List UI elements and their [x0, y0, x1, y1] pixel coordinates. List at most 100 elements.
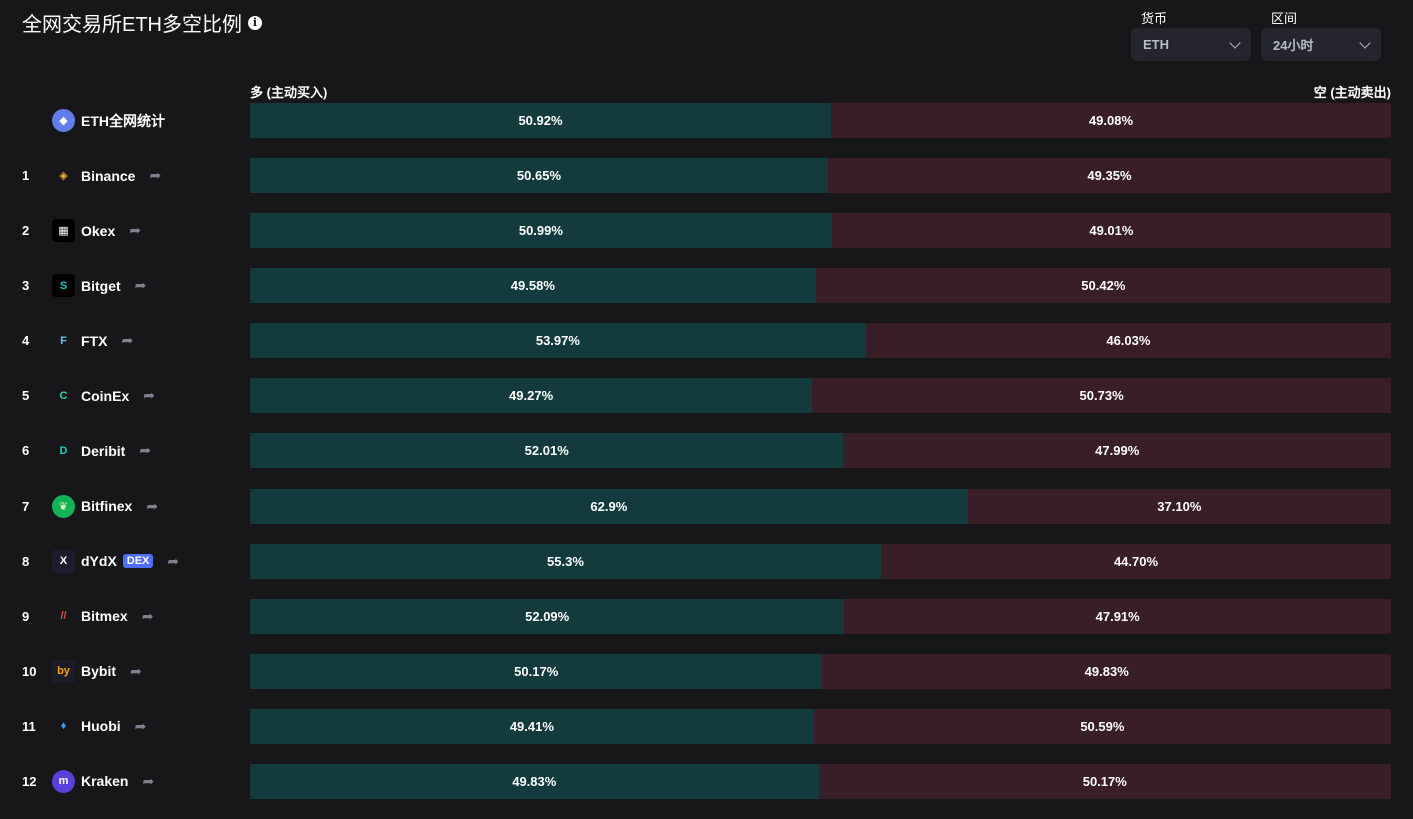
long-short-bar: 49.41% 50.59% [250, 708, 1391, 744]
exchange-name-group: Bybit ➦ [81, 654, 142, 689]
exchange-row[interactable]: 10 by Bybit ➦ 50.17% 49.83% [0, 653, 1413, 689]
short-percent: 50.42% [1081, 278, 1126, 294]
deribit-icon: D [59, 444, 68, 457]
exchange-name[interactable]: Kraken [81, 773, 129, 790]
rank-number: 8 [22, 553, 30, 569]
share-icon[interactable]: ➦ [129, 222, 141, 239]
rank-number: 11 [22, 718, 36, 734]
exchange-name[interactable]: FTX [81, 332, 108, 349]
exchange-name-group: Bitfinex ➦ [81, 489, 158, 524]
binance-icon: ◈ [59, 170, 68, 183]
short-segment: 46.03% [865, 323, 1391, 359]
long-short-bar: 52.09% 47.91% [250, 598, 1391, 634]
long-percent: 50.92% [518, 113, 563, 128]
exchange-name[interactable]: ETH全网统计 [81, 112, 165, 129]
bitget-icon: S [52, 274, 75, 298]
period-select-value: 24小时 [1273, 38, 1314, 53]
rank-number: 10 [22, 663, 37, 679]
share-icon[interactable]: ➦ [134, 277, 147, 294]
share-icon[interactable]: ➦ [130, 662, 142, 679]
exchange-name[interactable]: Bybit [81, 663, 116, 680]
long-short-bar: 52.01% 47.99% [250, 433, 1391, 469]
bybit-icon: by [52, 659, 75, 683]
exchange-name-group: Bitget ➦ [81, 268, 146, 303]
info-icon[interactable]: i [248, 15, 262, 30]
exchange-row[interactable]: 6 D Deribit ➦ 52.01% 47.99% [0, 433, 1413, 469]
share-icon[interactable]: ➦ [149, 167, 162, 184]
long-short-bar: 50.17% 49.83% [250, 653, 1391, 689]
exchange-name[interactable]: Okex [81, 222, 116, 239]
eth-icon: ◆ [52, 109, 75, 132]
long-percent: 49.41% [509, 718, 554, 734]
exchange-row[interactable]: 5 C CoinEx ➦ 49.27% 50.73% [0, 378, 1413, 414]
short-percent: 46.03% [1106, 333, 1151, 349]
share-icon[interactable]: ➦ [134, 717, 147, 734]
period-select[interactable]: 24小时 [1261, 28, 1381, 61]
dex-badge: DEX [122, 554, 154, 569]
exchange-name-group: dYdX DEX ➦ [81, 544, 179, 579]
exchange-row[interactable]: 2 ▦ Okex ➦ 50.99% 49.01% [0, 213, 1413, 249]
long-short-bar: 53.97% 46.03% [250, 323, 1391, 359]
exchange-row[interactable]: ◆ ETH全网统计 50.92% 49.08% [0, 103, 1413, 138]
short-percent: 49.08% [1088, 113, 1134, 128]
short-segment: 37.10% [967, 488, 1391, 524]
exchange-name[interactable]: Huobi [81, 718, 121, 735]
exchange-name-group: Kraken ➦ [81, 764, 154, 799]
long-short-bar: 49.83% 50.17% [250, 763, 1391, 799]
exchange-name[interactable]: dYdX [81, 553, 117, 570]
long-short-bar: 50.65% 49.35% [250, 158, 1391, 194]
exchange-row[interactable]: 3 S Bitget ➦ 49.58% 50.42% [0, 268, 1413, 304]
short-segment: 49.35% [827, 158, 1391, 194]
period-filter-label: 区间 [1271, 11, 1298, 26]
exchange-name[interactable]: Bitmex [81, 608, 128, 625]
short-segment: 47.99% [843, 433, 1391, 469]
long-segment: 55.3% [250, 543, 881, 579]
exchange-name[interactable]: Deribit [81, 442, 126, 459]
long-segment: 50.17% [250, 653, 823, 689]
long-short-bar: 55.3% 44.70% [250, 543, 1391, 579]
rank-number: 6 [22, 443, 30, 459]
exchange-row[interactable]: 1 ◈ Binance ➦ 50.65% 49.35% [0, 158, 1413, 194]
exchange-row[interactable]: 4 F FTX ➦ 53.97% 46.03% [0, 323, 1413, 359]
short-percent: 37.10% [1157, 498, 1202, 514]
share-icon[interactable]: ➦ [121, 332, 134, 349]
short-segment: 49.01% [831, 213, 1391, 249]
exchange-name[interactable]: Binance [81, 167, 136, 184]
okex-icon: ▦ [52, 219, 75, 243]
long-percent: 55.3% [547, 553, 584, 569]
exchange-row[interactable]: 9 // Bitmex ➦ 52.09% 47.91% [0, 598, 1413, 634]
rank-number: 7 [22, 498, 30, 514]
share-icon[interactable]: ➦ [143, 387, 155, 404]
short-percent: 49.35% [1087, 168, 1132, 184]
share-icon[interactable]: ➦ [146, 497, 159, 514]
exchange-row[interactable]: 12 m Kraken ➦ 49.83% 50.17% [0, 763, 1413, 799]
short-percent: 50.73% [1079, 388, 1124, 404]
exchange-name-group: Deribit ➦ [81, 433, 151, 468]
long-segment: 52.01% [250, 433, 844, 469]
exchange-name[interactable]: CoinEx [81, 387, 130, 404]
kraken-icon: m [52, 769, 75, 793]
exchange-name-group: Huobi ➦ [81, 709, 146, 744]
exchange-row[interactable]: 7 ❦ Bitfinex ➦ 62.9% 37.10% [0, 488, 1413, 524]
short-segment: 49.08% [830, 103, 1391, 138]
rank-number: 12 [22, 773, 37, 789]
short-percent: 47.99% [1095, 443, 1140, 459]
share-icon[interactable]: ➦ [167, 552, 180, 569]
short-segment: 50.42% [815, 268, 1391, 304]
long-percent: 49.27% [509, 388, 554, 404]
long-segment: 50.99% [250, 213, 832, 249]
share-icon[interactable]: ➦ [142, 772, 155, 789]
long-percent: 50.99% [518, 223, 563, 239]
exchange-row[interactable]: 11 ♦ Huobi ➦ 49.41% 50.59% [0, 708, 1413, 744]
long-short-bar: 49.58% 50.42% [250, 268, 1391, 304]
share-icon[interactable]: ➦ [139, 442, 152, 459]
exchange-name[interactable]: Bitget [81, 277, 121, 294]
short-percent: 49.01% [1089, 223, 1134, 239]
share-icon[interactable]: ➦ [141, 607, 154, 624]
period-filter: 区间 24小时 [1261, 8, 1381, 61]
long-short-bar: 50.99% 49.01% [250, 213, 1391, 249]
exchange-name[interactable]: Bitfinex [81, 498, 133, 515]
coin-select[interactable]: ETH [1131, 28, 1251, 61]
long-segment: 62.9% [250, 488, 968, 524]
